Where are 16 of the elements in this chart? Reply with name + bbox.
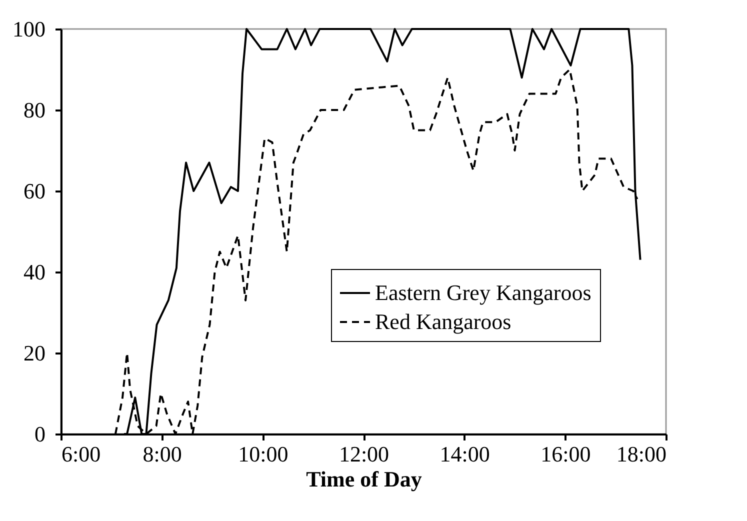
x-tick-label: 6:00	[62, 442, 101, 466]
legend-label: Eastern Grey Kangaroos	[375, 280, 592, 305]
x-tick-label: 16:00	[540, 442, 591, 466]
y-tick-label: 60	[24, 178, 46, 204]
y-tick-label: 0	[34, 422, 46, 446]
y-tick-label: 100	[12, 16, 46, 42]
x-tick-label: 14:00	[440, 442, 490, 466]
x-tick-label: 8:00	[142, 442, 182, 466]
y-tick-label: 40	[24, 260, 46, 284]
legend-label: Red Kangaroos	[375, 309, 512, 334]
x-tick-label: 10:00	[238, 442, 288, 466]
y-tick-label: 80	[24, 98, 46, 122]
x-axis-title: Time of Day	[306, 466, 422, 492]
x-tick-label: 18:00	[616, 442, 666, 466]
x-tick-label: 12:00	[338, 442, 390, 466]
y-tick-label: 20	[24, 340, 46, 366]
